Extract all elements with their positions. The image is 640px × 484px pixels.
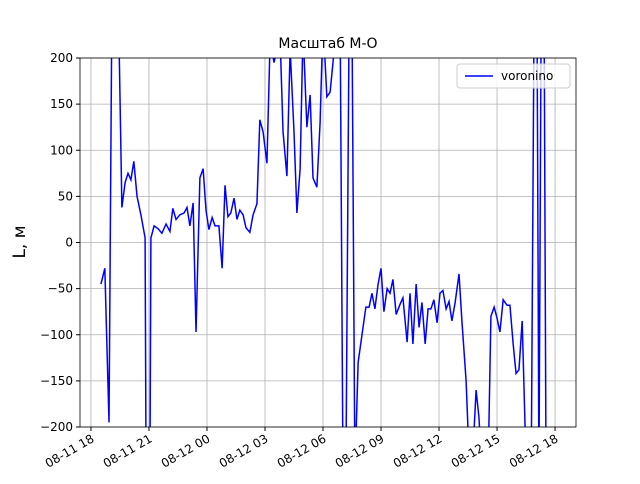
legend-label: voronino (501, 69, 553, 83)
y-tick-label: 50 (58, 189, 73, 203)
x-tick-label: 08-12 09 (333, 431, 387, 470)
y-tick-label: −200 (40, 420, 73, 434)
x-tick-label: 08-12 03 (217, 431, 271, 470)
x-tick-label: 08-11 21 (101, 431, 155, 470)
y-tick-label: 0 (65, 236, 73, 250)
x-tick-label: 08-12 15 (449, 431, 503, 470)
y-tick-label: 150 (50, 97, 73, 111)
y-tick-label: −50 (48, 282, 73, 296)
x-tick-label: 08-11 18 (43, 431, 97, 470)
plot-frame (79, 57, 577, 428)
legend-box (456, 63, 571, 89)
data-line (100, 58, 547, 427)
y-axis-label: L, м (10, 225, 30, 258)
y-tick-label: −150 (40, 374, 73, 388)
y-tick-label: −100 (40, 328, 73, 342)
x-tick-label: 08-12 00 (159, 431, 213, 470)
y-tick-label: 200 (50, 51, 73, 65)
x-tick-label: 08-12 06 (275, 431, 329, 470)
y-tick-label: 100 (50, 143, 73, 157)
x-tick-label: 08-12 12 (391, 431, 445, 470)
chart-title: Масштаб М-О (278, 36, 377, 52)
x-tick-label: 08-12 18 (507, 431, 561, 470)
